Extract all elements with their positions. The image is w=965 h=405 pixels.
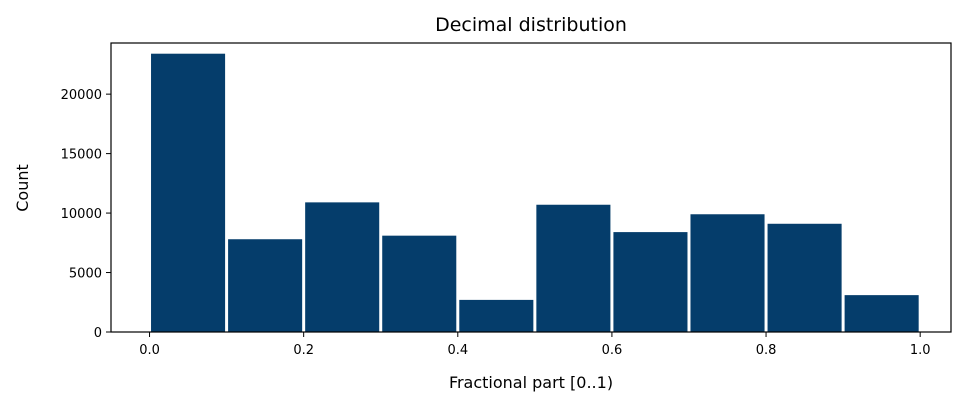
x-tick-label: 0.2: [293, 343, 314, 358]
histogram-bar: [151, 53, 226, 332]
histogram-bar: [459, 299, 534, 332]
x-tick-label: 0.0: [139, 343, 160, 358]
bars-group: [151, 53, 919, 332]
x-axis-label: Fractional part [0..1): [449, 373, 613, 392]
histogram-bar: [382, 235, 457, 332]
histogram-bar: [536, 204, 611, 332]
histogram-bar: [690, 214, 765, 332]
chart-title: Decimal distribution: [435, 14, 627, 36]
histogram-bar: [613, 232, 688, 332]
y-tick-label: 5000: [69, 267, 102, 282]
histogram-bar: [228, 239, 303, 332]
x-tick-label: 1.0: [910, 343, 931, 358]
y-tick-label: 15000: [61, 148, 102, 163]
x-tick-label: 0.4: [447, 343, 468, 358]
y-axis-label: Count: [13, 164, 32, 212]
x-tick-label: 0.8: [756, 343, 777, 358]
histogram-bar: [767, 223, 842, 332]
y-axis-ticks: 0 5000 10000 15000 20000: [61, 88, 111, 341]
x-axis-ticks: 0.0 0.2 0.4 0.6 0.8 1.0: [139, 332, 931, 358]
y-tick-label: 0: [94, 326, 102, 341]
y-tick-label: 20000: [61, 88, 102, 103]
histogram-bar: [844, 295, 919, 332]
x-tick-label: 0.6: [602, 343, 623, 358]
histogram-bar: [305, 202, 380, 332]
plot-frame: [110, 42, 952, 333]
y-tick-label: 10000: [61, 207, 102, 222]
